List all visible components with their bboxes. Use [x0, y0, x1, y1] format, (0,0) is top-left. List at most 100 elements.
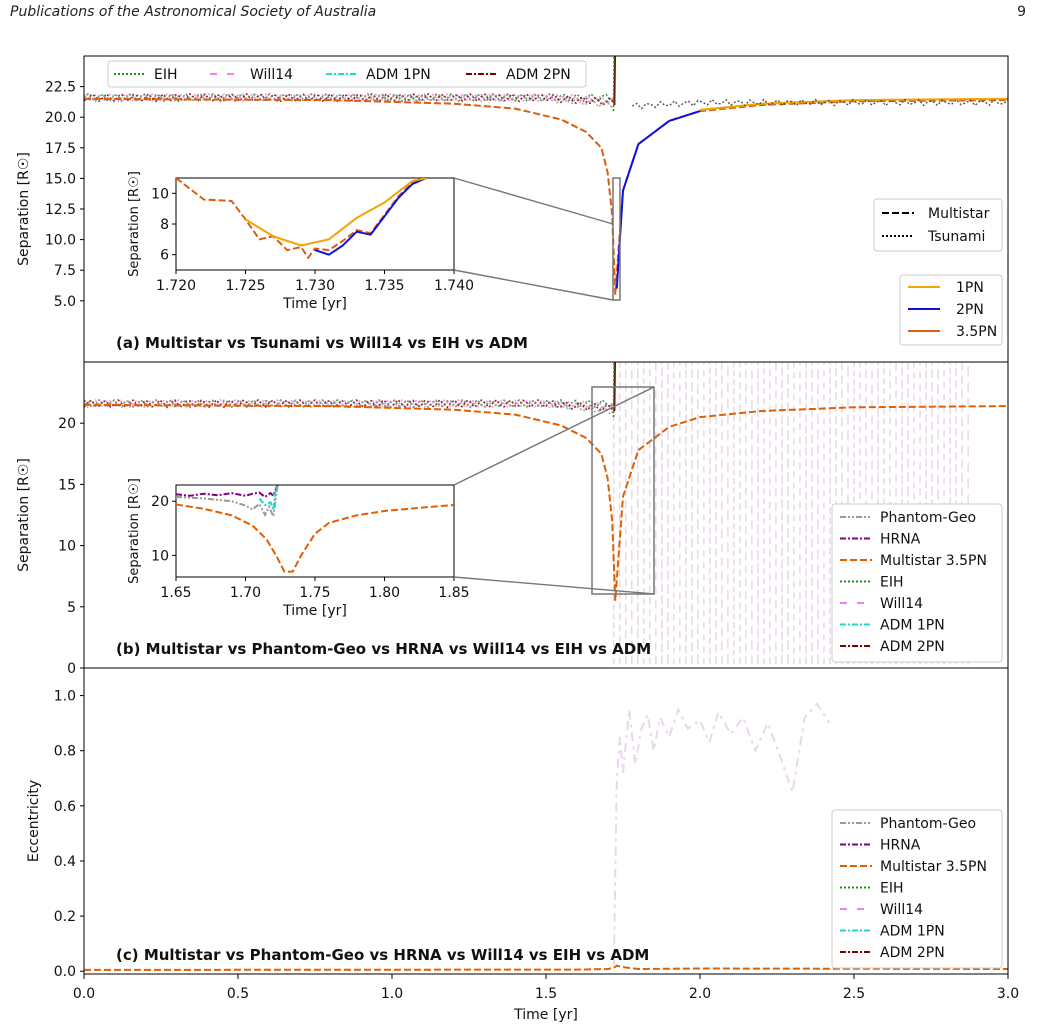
x-tick-label: 1.5	[535, 986, 557, 1002]
inset-x-tick-label: 1.80	[369, 585, 400, 601]
series-line-phantom-geo-inset	[176, 485, 279, 521]
y-tick-label: 0.6	[54, 799, 76, 815]
inset-x-tick-label: 1.75	[299, 585, 330, 601]
y-axis-label: Eccentricity	[26, 780, 42, 862]
zoom-connector	[453, 269, 614, 301]
series-line-multistar-3-5pn	[84, 964, 1008, 971]
y-tick-label: 12.5	[45, 202, 76, 218]
inset-x-tick-label: 1.735	[364, 278, 404, 294]
legend-box	[899, 274, 1003, 346]
legend-label: ADM 2PN	[880, 945, 945, 961]
inset-x-label: Time [yr]	[282, 296, 347, 312]
y-tick-label: 0.2	[54, 909, 76, 925]
pn-dotted-lines-2	[84, 92, 615, 107]
y-tick-label: 0.8	[54, 744, 76, 760]
legend-c: Phantom-Geo HRNA Multistar 3.5PN EIH Will14 A…	[831, 809, 1003, 969]
panel-label: (a) Multistar vs Tsunami vs Will14 vs EI…	[116, 334, 528, 352]
pn-dotted-lines-3	[84, 398, 615, 416]
legend-b: Phantom-Geo HRNA Multistar 3.5PN EIH Will14 A…	[831, 503, 1003, 663]
pn-dotted-lines-1	[84, 92, 615, 104]
inset-plot	[176, 178, 427, 260]
y-tick-label: 20	[58, 416, 76, 432]
y-tick-label: 0.0	[54, 964, 76, 980]
y-tick-label: 17.5	[45, 141, 76, 157]
legend-label: EIH	[880, 881, 904, 897]
zoom-connector	[453, 576, 655, 595]
zoom-rectangle	[591, 386, 655, 595]
y-tick-label: 0	[67, 661, 76, 677]
zoom-connector	[453, 386, 655, 486]
legend-label: EIH	[880, 575, 904, 591]
series-line-multistar-3-5pn	[84, 403, 1008, 601]
inset-a: 1.720 1.725 1.730 1.735 1.740 6 8 10 Time [yr] Se…	[127, 171, 474, 312]
x-axis-label: Time [yr]	[513, 1007, 578, 1023]
legend-label: ADM 1PN	[366, 67, 431, 83]
y-tick-label: 5.0	[54, 294, 76, 310]
plot-area-c	[84, 702, 1008, 971]
tsunami-dotted	[631, 98, 1008, 110]
legend-label: 1PN	[956, 280, 984, 296]
inset-y-label: Separation [R☉]	[127, 478, 142, 584]
series-line-2pn	[615, 110, 701, 289]
page-header: Publications of the Astronomical Society…	[10, 4, 1026, 26]
series-line-hrna-inset	[176, 485, 279, 499]
legend-label: EIH	[154, 67, 178, 83]
legend-label: Phantom-Geo	[880, 816, 976, 832]
legend-pn-a: 1PN 2PN 3.5PN	[899, 274, 1003, 346]
inset-x-tick-label: 1.65	[160, 585, 191, 601]
x-tick-label: 2.5	[843, 986, 865, 1002]
inset-x-tick-label: 1.720	[156, 278, 196, 294]
y-tick-label: 15.0	[45, 171, 76, 187]
peak-spike-eih	[612, 362, 615, 418]
legend-label: HRNA	[880, 532, 921, 548]
y-tick-label: 20.0	[45, 110, 76, 126]
inset-frame	[175, 177, 455, 271]
inset-y-tick-label: 6	[160, 248, 169, 264]
inset-x-tick-label: 1.730	[295, 278, 335, 294]
panel-label: (c) Multistar vs Phantom-Geo vs HRNA vs …	[116, 946, 649, 964]
legend-box	[831, 809, 1003, 969]
inset-x-tick-label: 1.70	[230, 585, 261, 601]
series-line-2pn-inset	[314, 178, 427, 256]
legend-label: Phantom-Geo	[880, 510, 976, 526]
legend-label: HRNA	[880, 838, 921, 854]
plot-area-a	[84, 56, 1008, 295]
series-line-1pn	[699, 97, 1008, 111]
legend-top-a: EIH Will14 ADM 1PN ADM 2PN	[107, 60, 587, 88]
y-tick-label: 0.4	[54, 854, 76, 870]
x-tick-label: 2.0	[689, 986, 711, 1002]
y-axis-label: Separation [R☉]	[16, 458, 32, 572]
journal-title: Publications of the Astronomical Society…	[10, 4, 377, 20]
inset-frame	[175, 484, 455, 578]
peak-spike	[613, 56, 616, 105]
y-axis-label: Separation [R☉]	[16, 152, 32, 266]
inset-x-label: Time [yr]	[282, 603, 347, 619]
y-tick-label: 15	[58, 477, 76, 493]
legend-label: Will14	[880, 596, 923, 612]
inset-x-tick-label: 1.85	[438, 585, 469, 601]
inset-y-tick-label: 10	[151, 548, 169, 564]
inset-y-label: Separation [R☉]	[127, 171, 142, 277]
inset-b: 1.65 1.70 1.75 1.80 1.85 10 20 Time [yr] Separat…	[127, 478, 470, 619]
peak-spike-eih	[612, 56, 615, 112]
inset-y-tick-label: 8	[160, 217, 169, 233]
inset-plot	[176, 485, 454, 573]
legend-label: ADM 2PN	[506, 67, 571, 83]
panel-label: (b) Multistar vs Phantom-Geo vs HRNA vs …	[116, 640, 651, 658]
y-tick-label: 10	[58, 539, 76, 555]
series-line-multistar-3-5pn-inset	[176, 503, 454, 573]
zoom-rectangle	[612, 177, 621, 301]
series-line-adm-1pn-inset	[258, 485, 278, 511]
x-tick-label: 1.0	[381, 986, 403, 1002]
x-tick-label: 0.5	[227, 986, 249, 1002]
x-tick-label: 3.0	[997, 986, 1019, 1002]
page-number: 9	[1017, 4, 1026, 20]
inset-x-tick-label: 1.725	[225, 278, 265, 294]
y-tick-label: 7.5	[54, 263, 76, 279]
legend-label: ADM 1PN	[880, 924, 945, 940]
legend-label: Multistar 3.5PN	[880, 859, 987, 875]
legend-label: 2PN	[956, 302, 984, 318]
legend-label: Multistar	[928, 206, 990, 222]
panel-a: 5.0 7.5 10.0 12.5 15.0 17.5 20.0 22.5 Separation…	[16, 55, 1009, 363]
